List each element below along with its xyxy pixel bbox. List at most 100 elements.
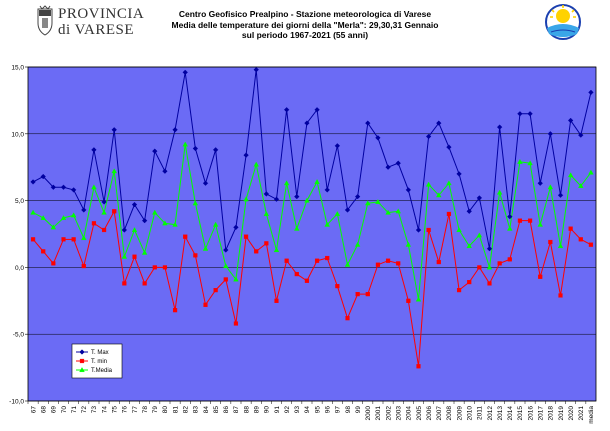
logo-text-line1: PROVINCIA [58,6,145,22]
data-point [548,239,553,245]
data-point [60,215,67,220]
data-point [202,245,209,251]
data-point [325,255,330,261]
x-tick-label: 2008 [446,406,453,421]
series-line [32,144,592,300]
title-line-2: Media delle temperature dei giorni della… [171,19,439,30]
data-point [141,217,148,224]
data-point [254,249,259,254]
data-point [568,226,573,231]
data-point [314,107,320,113]
plot-area [27,66,597,402]
x-tick-label: 98 [345,406,352,414]
data-point [578,132,584,138]
data-point [70,187,77,193]
data-point [81,207,87,213]
data-point [61,237,66,242]
data-point [375,199,381,204]
legend-label: T. Max [91,350,109,356]
data-point [446,211,452,217]
x-tick-label: 96 [325,406,332,414]
data-point [425,133,432,140]
data-point [446,180,452,186]
data-point [30,209,36,215]
data-point [172,221,178,227]
data-point [537,180,543,186]
data-point [203,302,208,307]
data-series [30,66,594,369]
data-point [405,187,412,193]
data-point [588,242,594,247]
x-tick-label: 77 [132,406,139,414]
series-t-min [30,209,594,369]
data-point [324,221,330,227]
data-point [81,263,86,269]
sun-logo-icon [545,4,581,40]
x-tick-label: 2013 [497,406,504,421]
data-point [162,168,168,174]
x-tick-label: 85 [213,406,220,414]
x-tick-label: 95 [314,406,321,414]
data-point [263,211,270,216]
data-point [578,182,584,188]
x-axis: 67 68 69 70 71 72 73 74 75 76 77 78 79 80 81 82 83 84 85 86… [27,401,595,424]
series-t-media [30,141,594,302]
data-point [122,281,127,286]
data-point [273,247,280,253]
data-point [344,207,351,213]
logo-text-line2: di VARESE [58,22,135,38]
data-point [172,127,178,133]
data-point [446,144,452,150]
x-tick-label: 94 [304,406,311,414]
data-point [202,180,209,186]
data-point [335,284,340,289]
data-point [425,181,432,187]
data-point [212,221,219,227]
x-tick-label: 2016 [527,406,534,421]
x-tick-label: 99 [355,406,362,414]
data-point [537,221,543,227]
data-point [557,192,564,198]
data-point [131,227,138,232]
x-tick-label: 73 [91,406,98,414]
x-tick-label: 2000 [365,406,372,421]
data-point [467,279,472,285]
y-tick-label: 5,0 [15,198,24,205]
data-point [304,120,310,126]
data-point [60,184,67,190]
data-point [396,261,401,266]
data-point [527,218,533,223]
y-tick-label: 15,0 [11,65,24,72]
data-point [496,124,503,130]
data-point [183,234,188,239]
x-tick-label: 83 [193,406,200,414]
x-tick-label: 74 [101,406,108,414]
x-tick-label: 87 [233,406,240,414]
x-tick-label: 2012 [487,406,494,421]
data-point [112,209,117,214]
data-point [141,249,148,255]
data-point [132,254,137,259]
legend-marker [79,349,85,355]
x-tick-label: 92 [284,406,291,414]
x-tick-label: 2005 [416,406,423,421]
data-point [111,168,117,174]
data-point [415,296,422,302]
data-point [486,246,493,252]
data-point [274,298,279,303]
data-point [365,292,370,297]
legend: T. Max T. min T.Media [71,343,123,379]
data-point [395,160,401,166]
data-point [588,169,594,175]
data-point [131,201,138,208]
data-point [223,277,228,282]
x-tick-label: 75 [112,406,119,414]
data-point [91,147,97,153]
data-point [243,196,249,202]
provincia-logo: PROVINCIA di VARESE [36,5,144,39]
data-point [294,193,300,200]
data-point [456,227,462,232]
x-tick-label: 2002 [385,406,392,421]
data-point [253,66,259,73]
data-point [51,261,56,266]
